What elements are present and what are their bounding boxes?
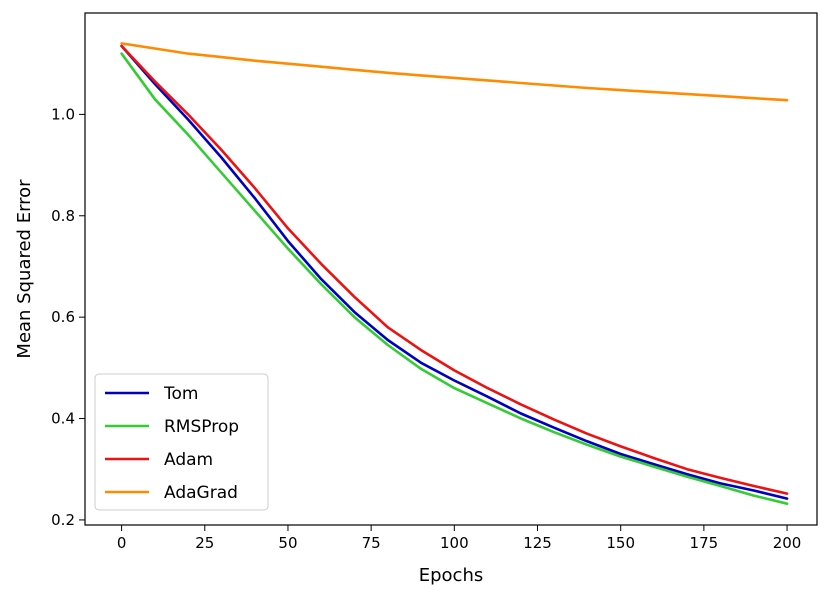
x-tick-label: 50 bbox=[278, 534, 297, 552]
y-tick-label: 0.8 bbox=[51, 207, 75, 225]
series-layer bbox=[120, 42, 789, 506]
y-axis-label: Mean Squared Error bbox=[14, 179, 35, 359]
x-axis-label: Epochs bbox=[419, 565, 484, 586]
series-line-tom bbox=[120, 44, 789, 500]
x-tick-label: 200 bbox=[773, 534, 802, 552]
x-tick-label: 175 bbox=[690, 534, 719, 552]
y-tick-label: 0.4 bbox=[51, 410, 75, 428]
x-tick-label: 150 bbox=[606, 534, 635, 552]
legend-box bbox=[94, 373, 269, 511]
y-tick-label: 0.2 bbox=[51, 511, 75, 529]
legend-label: Adam bbox=[164, 450, 213, 470]
legend: Tom RMSProp Adam AdaGrad bbox=[94, 373, 269, 511]
series-line-adagrad bbox=[120, 42, 789, 102]
x-axis-ticks: 0 25 50 75 100 125 150 175 200 bbox=[117, 525, 802, 552]
x-tick-label: 100 bbox=[440, 534, 469, 552]
legend-label: Tom bbox=[163, 384, 198, 404]
legend-label: RMSProp bbox=[164, 417, 239, 437]
x-tick-label: 0 bbox=[117, 534, 127, 552]
series-line-adam bbox=[120, 44, 789, 495]
x-tick-label: 125 bbox=[523, 534, 552, 552]
y-tick-label: 1.0 bbox=[51, 105, 75, 123]
x-tick-label: 75 bbox=[362, 534, 381, 552]
series-line-rmsprop bbox=[120, 52, 789, 506]
legend-label: AdaGrad bbox=[164, 483, 238, 503]
x-tick-label: 25 bbox=[195, 534, 214, 552]
y-axis-ticks: 0.2 0.4 0.6 0.8 1.0 bbox=[51, 105, 85, 529]
y-tick-label: 0.6 bbox=[51, 308, 75, 326]
plot-frame bbox=[84, 12, 818, 526]
